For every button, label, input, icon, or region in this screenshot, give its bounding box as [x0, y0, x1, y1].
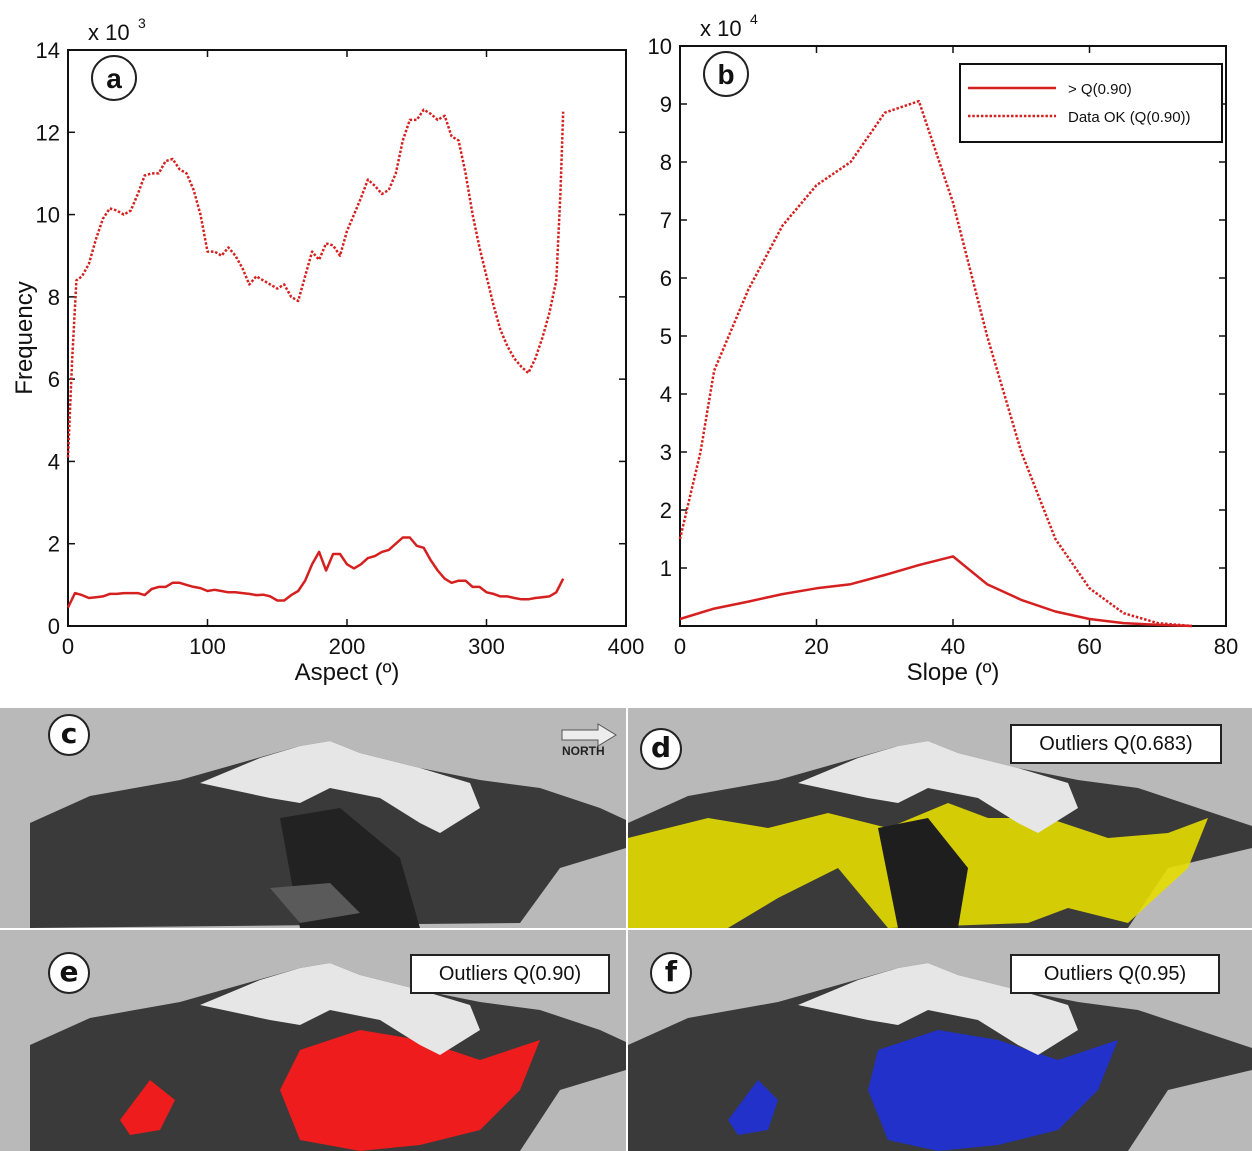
chart-a-y-tick-label: 2 [48, 532, 60, 557]
panel-label-f: f [650, 952, 692, 994]
chart-b-y-tick-label: 4 [660, 382, 672, 407]
chart-b-legend-label: Data OK (Q(0.90)) [1068, 109, 1191, 126]
chart-b-legend-box [959, 63, 1223, 143]
chart-b-x-tick-label: 20 [804, 634, 828, 659]
chart-b-panel-label: b [717, 59, 734, 90]
terrain-render-e [30, 963, 626, 1151]
chart-a-y-tick-label: 6 [48, 367, 60, 392]
chart-b-x-tick-label: 80 [1214, 634, 1238, 659]
chart-a-y-tick-label: 0 [48, 614, 60, 639]
outliers-e-2 [280, 1030, 540, 1151]
valley-d [878, 818, 968, 928]
chart-b-x-tick-label: 40 [941, 634, 965, 659]
chart-b-y-tick-label: 9 [660, 92, 672, 117]
chart-a-x-tick-label: 100 [189, 634, 226, 659]
chart-a-x-tick-label: 0 [62, 634, 74, 659]
terrain-panel-c: c NORTH [0, 708, 626, 928]
chart-b-y-tick-label: 8 [660, 150, 672, 175]
lake-c [270, 883, 360, 923]
caption-d: Outliers Q(0.683) [1010, 724, 1222, 764]
chart-b-y-tick-label: 2 [660, 498, 672, 523]
chart-a-y-axis-label: Frequency [11, 281, 38, 394]
chart-b-y-tick-label: 6 [660, 266, 672, 291]
chart-a-x-tick-label: 300 [468, 634, 505, 659]
terrain-render-f [628, 963, 1252, 1151]
chart-a-y-tick-label: 12 [36, 120, 60, 145]
snow-c [200, 741, 480, 833]
chart-b-y-exponent: 4 [750, 11, 758, 27]
chart-b-panel-badge [703, 51, 749, 97]
chart-a-y-tick-label: 4 [48, 449, 60, 474]
outliers-e [120, 1080, 175, 1135]
chart-a-y-exponent: 3 [138, 15, 146, 31]
terrain-panel-f: f Outliers Q(0.95) [628, 930, 1252, 1151]
snow-d [798, 741, 1078, 833]
chart-b-x-tick-label: 0 [674, 634, 686, 659]
terrain-panel-e: e Outliers Q(0.90) [0, 930, 626, 1151]
north-label: NORTH [562, 744, 605, 758]
chart-a-y-multiplier: x 10 [88, 20, 130, 45]
chart-b-y-tick-label: 7 [660, 208, 672, 233]
chart-b-y-tick-label: 10 [648, 34, 672, 59]
snow-e [200, 963, 480, 1055]
snow-f [798, 963, 1078, 1055]
chart-b-y-tick-label: 5 [660, 324, 672, 349]
chart-b-x-tick-label: 60 [1077, 634, 1101, 659]
chart-b-x-axis-label: Slope (º) [907, 659, 1000, 686]
terrain-render-c [30, 741, 626, 928]
chart-a-x-tick-label: 200 [329, 634, 366, 659]
outliers-f [728, 1080, 778, 1135]
north-arrow-icon [561, 723, 617, 747]
panel-label-d: d [640, 728, 682, 770]
chart-a-panel-label: a [106, 63, 122, 94]
chart-a-x-axis-label: Aspect (º) [295, 659, 400, 686]
chart-a-series-solid-line [66, 536, 565, 609]
panel-label-e: e [48, 952, 90, 994]
chart-a-panel-badge [91, 55, 137, 101]
chart-a-y-tick-label: 10 [36, 203, 60, 228]
chart-b-series-dotted-line [678, 99, 1193, 628]
terrain-panel-d: d Outliers Q(0.683) [628, 708, 1252, 928]
panel-label-c: c [48, 714, 90, 756]
caption-e: Outliers Q(0.90) [410, 954, 610, 994]
chart-a-series-dotted-line [66, 108, 565, 458]
chart-a-x-tick-label: 400 [608, 634, 645, 659]
chart-b-series-solid-line [679, 555, 1192, 628]
terrain-render-d [628, 741, 1252, 928]
chart-a-y-tick-label: 8 [48, 285, 60, 310]
caption-f: Outliers Q(0.95) [1010, 954, 1220, 994]
chart-b-y-multiplier: x 10 [700, 16, 742, 41]
chart-b-y-tick-label: 3 [660, 440, 672, 465]
chart-a-y-tick-label: 14 [36, 38, 60, 63]
chart-b-legend-label: > Q(0.90) [1068, 81, 1132, 98]
chart-b-y-tick-label: 1 [660, 556, 672, 581]
outliers-f-2 [868, 1030, 1118, 1151]
